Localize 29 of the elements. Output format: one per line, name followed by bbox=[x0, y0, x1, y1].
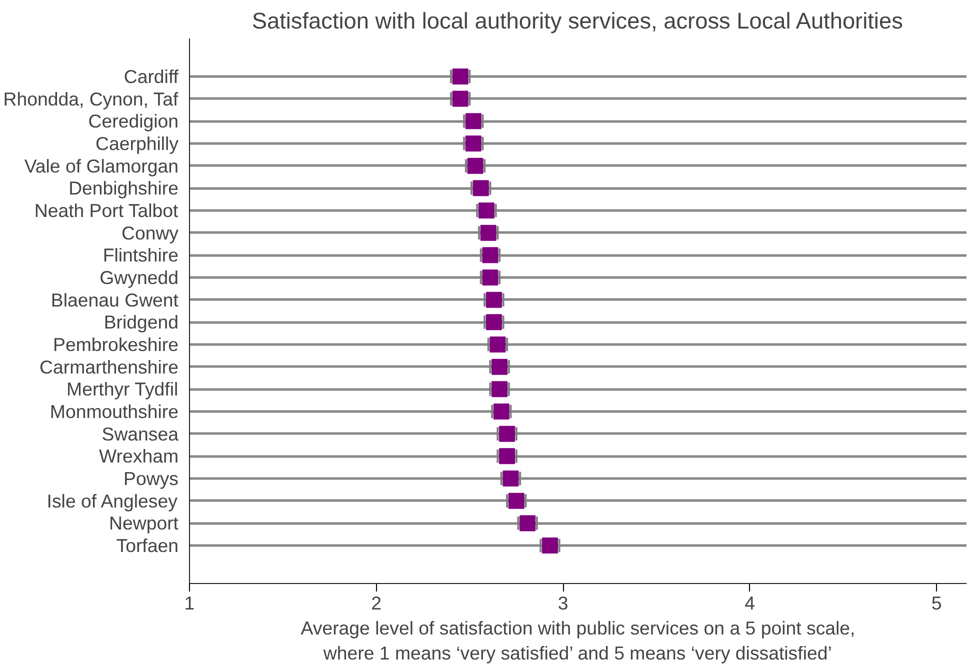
y-tick-label: Rhondda, Cynon, Taf bbox=[3, 88, 179, 110]
y-tick-label: Caerphilly bbox=[96, 132, 180, 154]
x-tick-label: 4 bbox=[744, 592, 756, 614]
y-tick-label: Bridgend bbox=[104, 312, 179, 333]
y-tick-label: Ceredigion bbox=[88, 110, 179, 132]
y-tick-label: Wrexham bbox=[99, 446, 179, 467]
y-tick-label: Flintshire bbox=[102, 244, 179, 266]
y-tick-label: Merthyr Tydfil bbox=[66, 378, 178, 400]
y-tick-label: Isle of Anglesey bbox=[46, 490, 178, 512]
x-tick-label: 2 bbox=[371, 592, 382, 614]
y-tick-label: Conwy bbox=[121, 222, 180, 244]
y-tick-label: Denbighshire bbox=[68, 178, 179, 199]
y-tick-label: Powys bbox=[124, 468, 179, 490]
y-tick-label: Monmouthshire bbox=[50, 401, 179, 422]
y-tick-label: Newport bbox=[109, 512, 180, 534]
y-tick-label: Cardiff bbox=[124, 66, 180, 87]
y-tick-label: Swansea bbox=[102, 423, 180, 444]
y-tick-label: Neath Port Talbot bbox=[34, 200, 179, 221]
x-axis-title: Average level of satisfaction with public services on a 5 point scale, where 1 means ‘very satisfied’ and 5 means ‘very dissatisfied’ bbox=[300, 618, 856, 664]
y-tick-label: Torfaen bbox=[116, 535, 179, 556]
y-tick-label: Vale of Glamorgan bbox=[24, 155, 179, 176]
x-tick-label: 3 bbox=[558, 592, 568, 614]
y-tick-label: Blaenau Gwent bbox=[50, 289, 180, 310]
y-tick-label: Carmarthenshire bbox=[40, 356, 179, 378]
y-tick-label: Pembrokeshire bbox=[53, 334, 179, 356]
chart-title: Satisfaction with local authority services, across Local Authorities bbox=[252, 8, 903, 34]
x-tick-label: 1 bbox=[184, 592, 195, 614]
y-tick-label: Gwynedd bbox=[100, 266, 179, 288]
x-tick-label: 5 bbox=[931, 592, 942, 614]
